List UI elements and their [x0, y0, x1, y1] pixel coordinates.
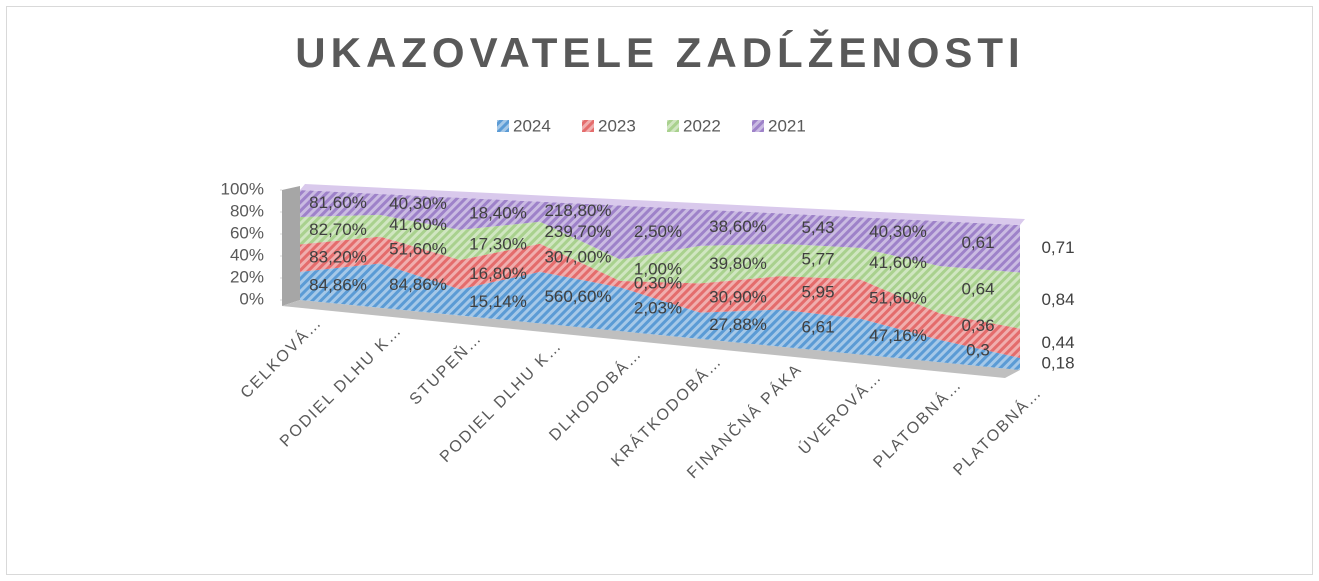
- legend-swatch: [752, 120, 764, 132]
- area: [300, 190, 1020, 273]
- y-tick-label: 20%: [230, 267, 264, 286]
- data-label: 82,70%: [309, 220, 367, 239]
- data-label: 38,60%: [709, 217, 767, 236]
- y-tick-label: 60%: [230, 223, 264, 242]
- data-label: 51,60%: [389, 240, 447, 259]
- data-label: 0,61: [961, 233, 994, 252]
- legend-swatch: [667, 120, 679, 132]
- data-label: 218,80%: [544, 201, 611, 220]
- area: [300, 263, 1020, 370]
- data-label: 84,86%: [389, 275, 447, 294]
- chart-title: UKAZOVATELE ZADĹŽENOSTI: [295, 28, 1024, 76]
- y-tick-label: 100%: [221, 179, 264, 198]
- data-label: 81,60%: [309, 193, 367, 212]
- data-label: 1,00%: [634, 260, 682, 279]
- data-label: 15,14%: [469, 292, 527, 311]
- legend-label: 2022: [683, 116, 721, 135]
- legend-label: 2024: [513, 116, 551, 135]
- data-label: 17,30%: [469, 234, 527, 253]
- data-label: 51,60%: [869, 289, 927, 308]
- area: [300, 214, 1020, 329]
- data-label: 39,80%: [709, 254, 767, 273]
- data-label: 41,60%: [869, 253, 927, 272]
- data-label: 40,30%: [389, 194, 447, 213]
- data-label: 5,95: [801, 282, 834, 301]
- side-wall: [282, 186, 300, 306]
- data-label: 0,84: [1041, 290, 1074, 309]
- data-label: 0,18: [1041, 353, 1074, 372]
- data-label: 27,88%: [709, 315, 767, 334]
- data-label: 2,03%: [634, 299, 682, 318]
- top-rim: [300, 184, 1025, 225]
- area: [300, 236, 1020, 358]
- data-label: 239,70%: [544, 222, 611, 241]
- y-tick-label: 0%: [239, 289, 264, 308]
- legend-label: 2023: [598, 116, 636, 135]
- data-label: 0,71: [1041, 238, 1074, 257]
- data-label: 41,60%: [389, 215, 447, 234]
- data-label: 6,61: [801, 318, 834, 337]
- y-tick-label: 40%: [230, 245, 264, 264]
- data-label: 83,20%: [309, 248, 367, 267]
- legend-swatch: [582, 120, 594, 132]
- data-label: 0,30%: [634, 274, 682, 293]
- data-label: 0,3: [966, 341, 990, 360]
- data-label: 307,00%: [544, 247, 611, 266]
- y-tick-label: 80%: [230, 201, 264, 220]
- floor: [282, 300, 1020, 378]
- data-label: 5,77: [801, 249, 834, 268]
- data-label: 560,60%: [544, 287, 611, 306]
- data-label: 84,86%: [309, 275, 367, 294]
- legend-swatch: [497, 120, 509, 132]
- data-label: 0,36: [961, 316, 994, 335]
- data-label: 0,44: [1041, 333, 1074, 352]
- legend-label: 2021: [768, 116, 806, 135]
- data-label: 16,80%: [469, 264, 527, 283]
- data-label: 2,50%: [634, 222, 682, 241]
- data-label: 47,16%: [869, 326, 927, 345]
- data-label: 0,64: [961, 279, 994, 298]
- data-label: 5,43: [801, 218, 834, 237]
- data-label: 40,30%: [869, 222, 927, 241]
- data-label: 18,40%: [469, 203, 527, 222]
- data-label: 30,90%: [709, 287, 767, 306]
